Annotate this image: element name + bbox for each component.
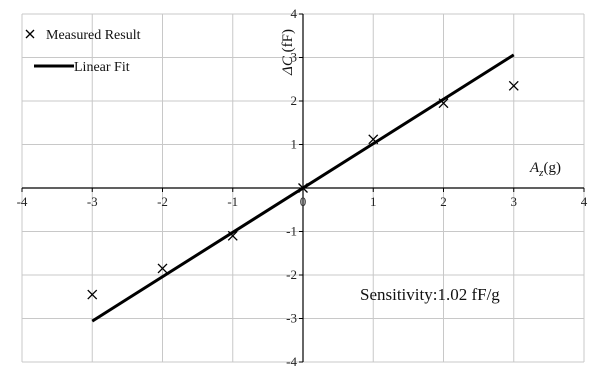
y-tick-label: 1 (291, 137, 298, 152)
x-tick-label: -2 (157, 194, 168, 209)
data-point (157, 263, 168, 274)
sensitivity-annotation: Sensitivity:1.02 fF/g (360, 285, 500, 304)
y-tick-label: 3 (291, 50, 298, 65)
x-tick-label: 4 (581, 194, 588, 209)
y-tick-label: -2 (286, 267, 297, 282)
x-tick-label: 2 (440, 194, 447, 209)
x-tick-label: 1 (370, 194, 377, 209)
legend-marker-measured (25, 29, 35, 39)
x-tick-label: 0 (300, 194, 307, 209)
legend: Measured Result Linear Fit (25, 28, 141, 75)
linear-fit-line (91, 53, 515, 323)
y-tick-label: 2 (291, 93, 298, 108)
y-tick-label: 4 (291, 6, 298, 21)
series-layer (87, 53, 519, 323)
x-tick-label: -3 (87, 194, 98, 209)
x-axis-label: Az(g) (529, 160, 561, 179)
data-point (508, 80, 519, 91)
y-tick-label: -4 (286, 354, 297, 368)
x-tick-label: -1 (227, 194, 238, 209)
y-tick-label: -1 (286, 224, 297, 239)
data-point (87, 289, 98, 300)
x-tick-label: 3 (511, 194, 518, 209)
x-tick-label: -4 (17, 194, 28, 209)
y-axis-label: ΔC (fF) (280, 29, 296, 76)
legend-label-linear-fit: Linear Fit (74, 60, 130, 75)
legend-label-measured: Measured Result (46, 28, 141, 43)
y-tick-label: -3 (286, 311, 297, 326)
